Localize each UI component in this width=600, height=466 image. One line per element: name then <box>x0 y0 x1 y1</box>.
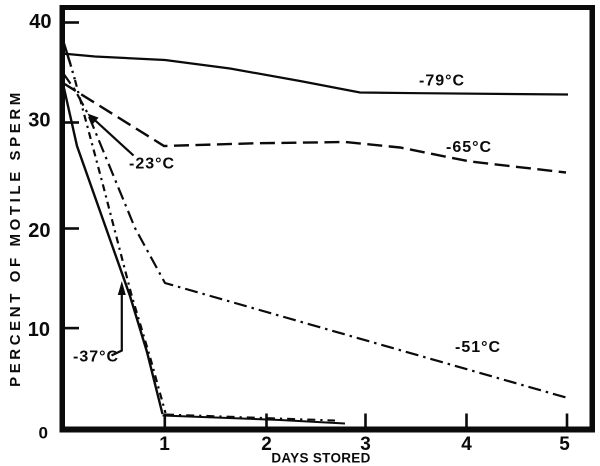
svg-text:3: 3 <box>360 434 371 455</box>
svg-text:40: 40 <box>29 11 51 33</box>
svg-text:-65°C: -65°C <box>446 139 492 156</box>
svg-text:-79°C: -79°C <box>419 73 465 90</box>
svg-text:PERCENT OF MOTILE SPERM: PERCENT OF MOTILE SPERM <box>7 89 24 387</box>
svg-text:5: 5 <box>559 434 570 455</box>
svg-text:DAYS STORED: DAYS STORED <box>271 451 370 466</box>
svg-text:4: 4 <box>461 434 472 455</box>
svg-text:30: 30 <box>28 110 50 132</box>
svg-text:-23°C: -23°C <box>129 156 175 173</box>
svg-text:-51°C: -51°C <box>455 339 501 356</box>
svg-text:20: 20 <box>28 220 50 242</box>
svg-text:1: 1 <box>159 434 170 455</box>
svg-text:-37°C: -37°C <box>73 349 119 366</box>
svg-text:2: 2 <box>261 434 272 455</box>
svg-text:10: 10 <box>28 319 50 341</box>
svg-text:0: 0 <box>39 424 48 443</box>
